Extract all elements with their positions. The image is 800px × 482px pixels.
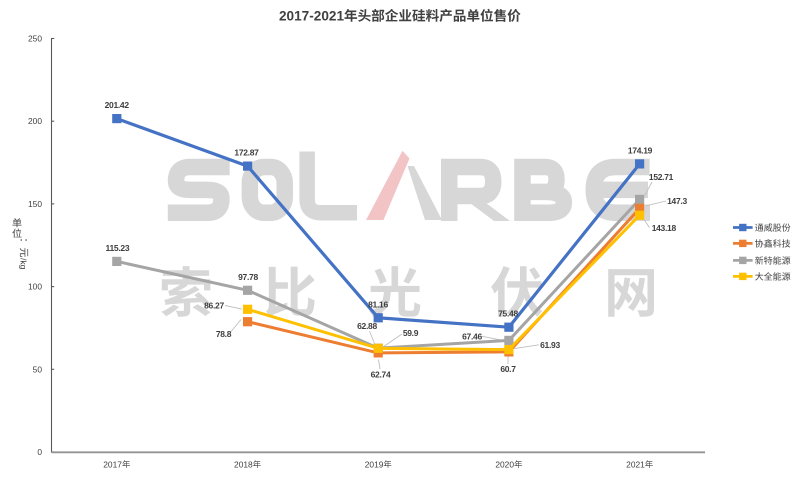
svg-text:250: 250: [28, 34, 42, 44]
svg-text:147.3: 147.3: [667, 196, 687, 206]
svg-text:2017-2021: 2017-2021: [279, 9, 344, 24]
svg-text:/kg: /kg: [19, 258, 29, 270]
svg-text:172.87: 172.87: [234, 147, 259, 157]
svg-text:2018: 2018: [234, 459, 253, 469]
svg-text:174.19: 174.19: [628, 145, 653, 155]
svg-text:100: 100: [28, 282, 42, 292]
svg-text:152.71: 152.71: [649, 172, 674, 182]
svg-text:2019: 2019: [365, 459, 384, 469]
svg-text:75.48: 75.48: [498, 309, 518, 319]
svg-text:61.93: 61.93: [540, 340, 560, 350]
svg-text:50: 50: [33, 364, 43, 374]
svg-text:115.23: 115.23: [106, 243, 130, 253]
svg-text:2021: 2021: [626, 459, 645, 469]
svg-text:67.46: 67.46: [462, 331, 482, 341]
svg-text:97.78: 97.78: [238, 272, 258, 282]
svg-text:2020: 2020: [495, 459, 514, 469]
svg-text:62.88: 62.88: [357, 321, 377, 331]
svg-text:200: 200: [28, 116, 42, 126]
svg-text:86.27: 86.27: [204, 301, 224, 311]
svg-text:81.16: 81.16: [368, 299, 388, 309]
svg-text:2017: 2017: [103, 459, 122, 469]
svg-text:0: 0: [37, 447, 42, 457]
svg-text:143.18: 143.18: [652, 223, 677, 233]
svg-text:59.9: 59.9: [403, 328, 419, 338]
svg-text:60.7: 60.7: [500, 364, 516, 374]
svg-text:201.42: 201.42: [105, 100, 130, 110]
svg-text:150: 150: [28, 199, 42, 209]
svg-text:62.74: 62.74: [371, 370, 391, 380]
svg-text:78.8: 78.8: [216, 329, 232, 339]
